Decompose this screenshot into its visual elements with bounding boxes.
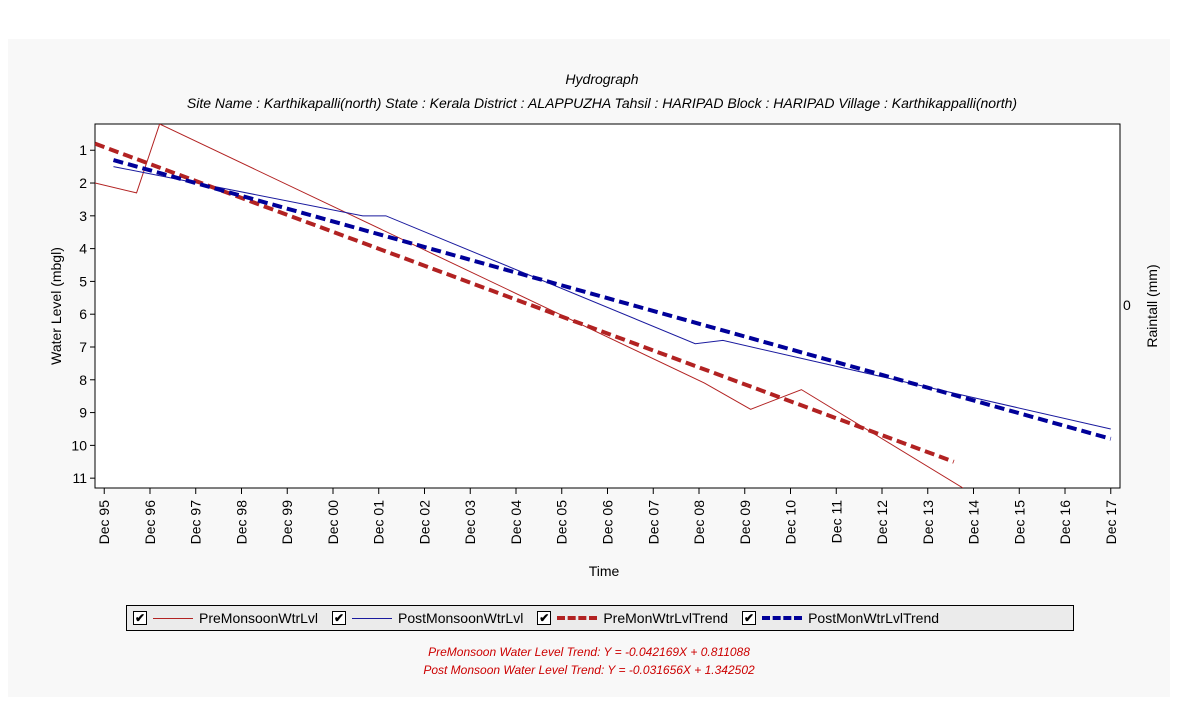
y-axis-label: Water Level (mbgl) [48,247,64,365]
x-tick-label: Dec 01 [371,500,387,545]
legend-label-postmonsoon: PostMonsoonWtrLvl [398,610,524,626]
x-tick-label: Dec 02 [416,500,432,545]
legend-checkbox-premonsoon[interactable]: ✔ [133,611,147,625]
legend-checkbox-postmonsoon[interactable]: ✔ [332,611,347,625]
legend-swatch-pre-trend [557,616,598,620]
legend-item-postmonsoon[interactable]: ✔ PostMonsoonWtrLvl [332,610,523,626]
x-tick-label: Dec 04 [508,500,524,545]
x-tick-label: Dec 99 [279,500,295,545]
x-axis: Dec 95 Dec 96 Dec 97 Dec 98 Dec 99 Dec 00 Dec … [96,488,1119,544]
x-tick-label: Dec 00 [325,500,341,545]
legend-checkbox-pre-trend[interactable]: ✔ [537,611,552,625]
y-tick-label: 7 [79,339,87,355]
y-tick-label: 1 [79,142,87,158]
x-tick-label: Dec 16 [1057,500,1073,545]
hydrograph-chart: Hydrograph Site Name : Karthikapalli(nor… [48,71,1160,579]
y-tick-label: 9 [79,405,87,421]
x-tick-label: Dec 08 [691,500,707,545]
y-tick-label: 10 [71,437,87,453]
x-tick-label: Dec 05 [554,500,570,545]
legend-swatch-postmonsoon [352,617,393,619]
legend-label-pre-trend: PreMonWtrLvlTrend [603,610,729,626]
x-tick-label: Dec 10 [783,500,799,545]
chart-title: Hydrograph [565,71,638,87]
x-tick-label: Dec 03 [462,500,478,545]
x-tick-label: Dec 17 [1103,500,1119,545]
x-tick-label: Dec 11 [828,500,844,544]
y-axis: 1 2 3 4 5 6 7 8 9 10 11 [71,142,95,486]
pre-trend-equation: PreMonsoon Water Level Trend: Y = -0.042… [428,645,750,659]
x-tick-label: Dec 13 [920,500,936,545]
y-tick-label: 4 [79,241,87,257]
x-tick-label: Dec 15 [1011,500,1027,545]
legend-swatch-premonsoon [153,617,193,619]
x-tick-label: Dec 06 [600,500,616,545]
x-tick-label: Dec 95 [96,500,112,545]
x-tick-label: Dec 07 [645,500,661,545]
y-tick-label: 6 [79,306,87,322]
legend-label-premonsoon: PreMonsoonWtrLvl [199,610,319,626]
x-axis-label: Time [589,563,620,579]
y-tick-label: 3 [79,208,87,224]
post-trend-equation: Post Monsoon Water Level Trend: Y = -0.0… [423,663,755,677]
legend-item-premonsoon[interactable]: ✔ PreMonsoonWtrLvl [133,610,318,626]
series-line-premonsoonwtrlvl [95,124,964,488]
y-tick-label: 11 [72,470,87,486]
legend-label-post-trend: PostMonWtrLvlTrend [808,610,940,626]
legend-item-post-trend[interactable]: ✔ PostMonWtrLvlTrend [742,610,939,626]
y2-tick-label: 0 [1123,297,1131,313]
legend-item-pre-trend[interactable]: ✔ PreMonWtrLvlTrend [537,610,728,626]
x-tick-label: Dec 96 [142,500,158,545]
legend-swatch-post-trend [762,616,803,620]
y-tick-label: 2 [79,175,87,191]
chart-subtitle: Site Name : Karthikapalli(north) State :… [187,95,1017,111]
x-tick-label: Dec 09 [737,500,753,545]
y-tick-label: 8 [79,372,87,388]
x-tick-label: Dec 97 [188,500,204,545]
series-layer [95,124,1112,488]
legend: ✔ PreMonsoonWtrLvl ✔ PostMonsoonWtrLvl ✔… [126,605,1074,631]
legend-checkbox-post-trend[interactable]: ✔ [742,611,757,625]
plot-area [94,123,1121,489]
x-tick-label: Dec 98 [233,500,249,545]
y2-axis-label: Raintall (mm) [1144,264,1160,347]
y-tick-label: 5 [79,273,87,289]
x-tick-label: Dec 14 [966,500,982,545]
x-tick-label: Dec 12 [874,500,890,545]
series-line-postmonwtrlvltrend [112,158,1112,441]
